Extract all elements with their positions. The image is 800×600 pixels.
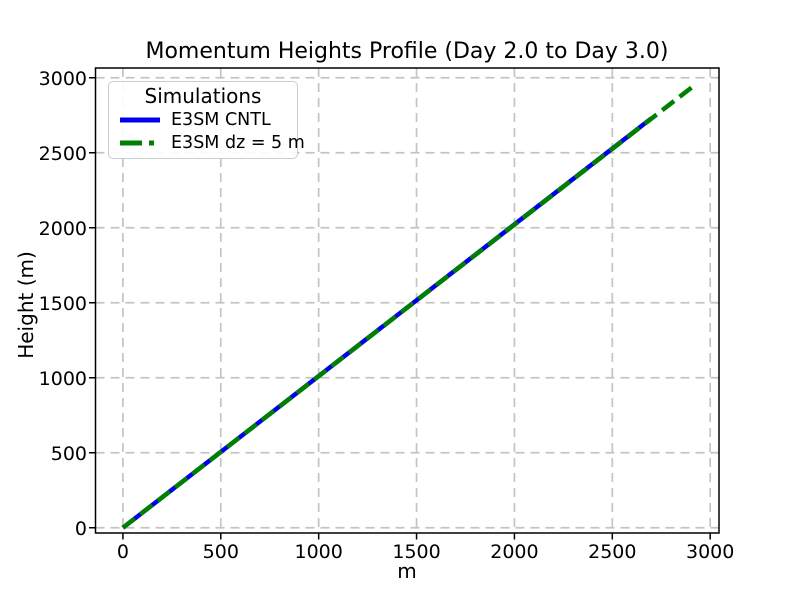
y-axis-label: Height (m) [14, 251, 38, 359]
y-tick-label: 1500 [39, 293, 87, 315]
x-tick-label: 0 [117, 541, 129, 563]
y-tick-label: 2500 [39, 143, 87, 165]
tick-layer [89, 77, 711, 540]
dashed-line-swatch-icon [120, 140, 160, 145]
x-tick-label: 1000 [294, 541, 342, 563]
y-tick-label: 3000 [39, 68, 87, 90]
legend-label: E3SM dz = 5 m [171, 132, 305, 153]
y-tick-label: 2000 [39, 218, 87, 240]
x-axis-label: m [397, 559, 416, 583]
y-tick-label: 1000 [39, 368, 87, 390]
x-tick-label: 1500 [392, 541, 440, 563]
series-line-e3sm-dz-5-m [121, 84, 694, 530]
y-tick-label: 500 [51, 443, 87, 465]
legend-label: E3SM CNTL [171, 109, 271, 130]
x-tick-label: 2000 [490, 541, 538, 563]
y-tick-label: 0 [75, 518, 87, 540]
legend: Simulations E3SM CNTL E3SM dz = 5 m [108, 81, 305, 159]
x-tick-label: 500 [203, 541, 239, 563]
series-layer [121, 84, 694, 530]
plot-border [94, 67, 720, 534]
legend-title: Simulations [144, 84, 262, 108]
legend-item-e3sm-dz5m: E3SM dz = 5 m [115, 131, 305, 154]
tick-label-layer: 0 500 1000 1500 2000 2500 3000 0 500 1000 1500 2000… [39, 68, 735, 563]
solid-line-swatch-icon [120, 117, 160, 122]
chart-title: Momentum Heights Profile (Day 2.0 to Day… [145, 39, 668, 64]
x-tick-label: 3000 [686, 541, 734, 563]
x-tick-label: 2500 [588, 541, 636, 563]
legend-item-e3sm-cntl: E3SM CNTL [115, 108, 291, 131]
